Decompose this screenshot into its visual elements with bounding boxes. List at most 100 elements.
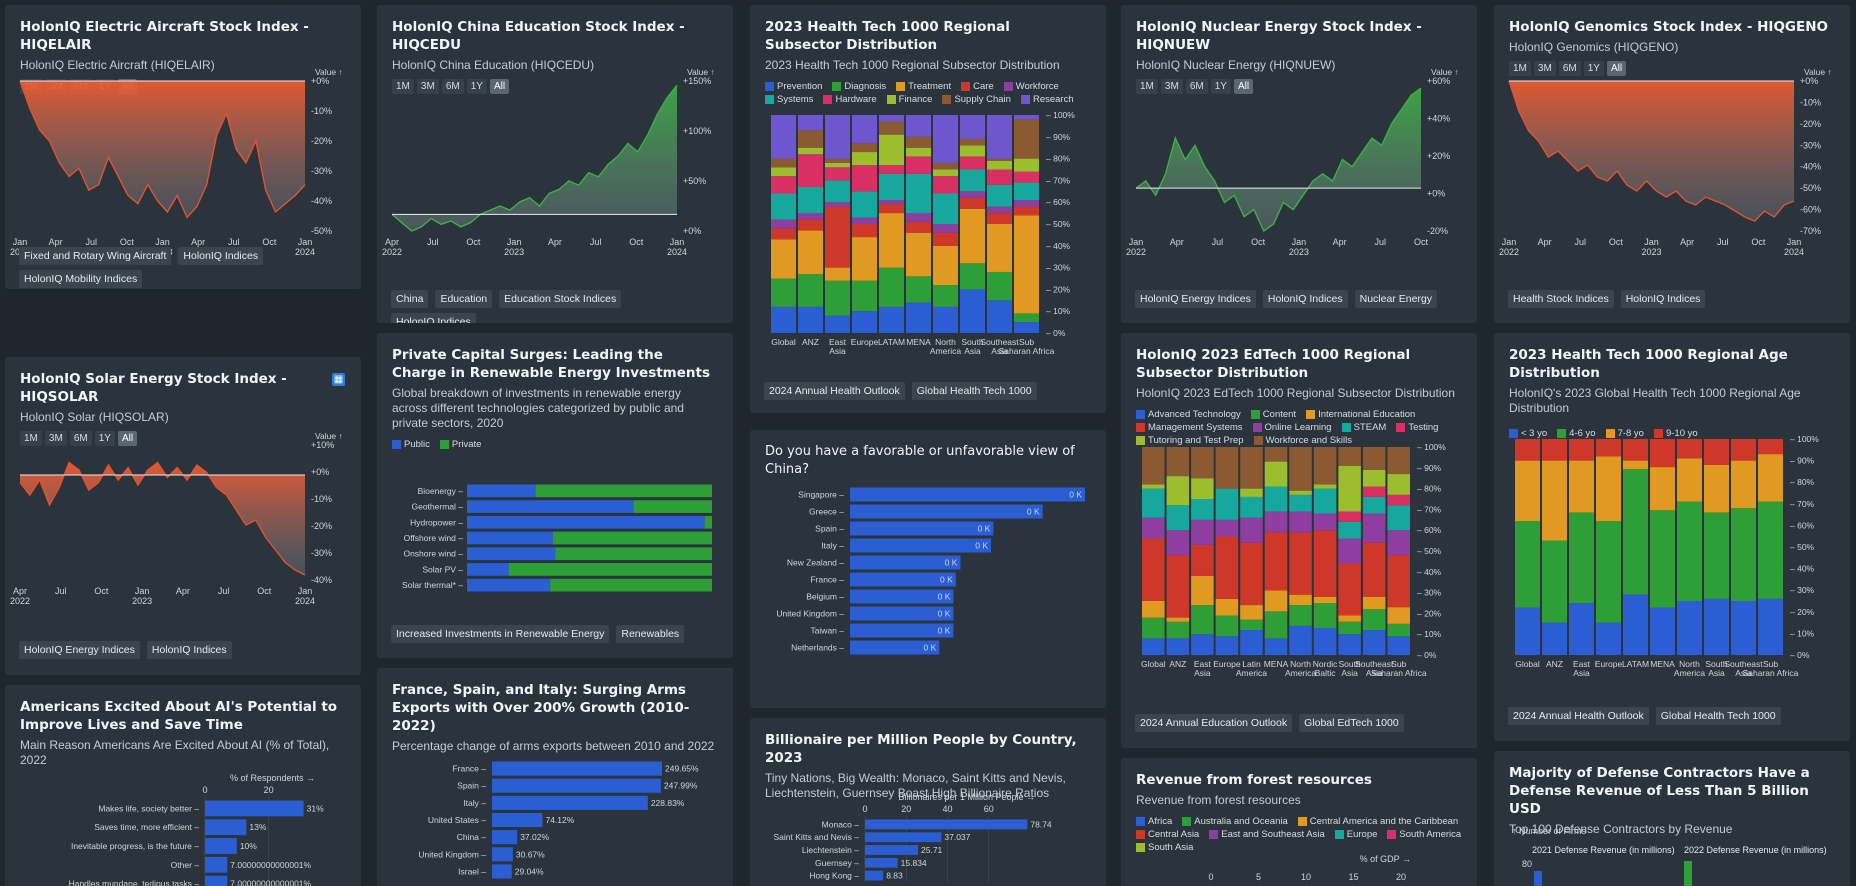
- legend-item[interactable]: East and Southeast Asia: [1209, 829, 1325, 840]
- tag[interactable]: Increased Investments in Renewable Energ…: [391, 625, 610, 643]
- range-all[interactable]: All: [1606, 61, 1627, 76]
- legend-item[interactable]: Finance: [886, 94, 932, 105]
- bar-segment: [1313, 627, 1337, 655]
- card-defense-contractors[interactable]: Majority of Defense Contractors Have a D…: [1494, 751, 1850, 886]
- legend-item[interactable]: Testing: [1396, 422, 1438, 433]
- tag[interactable]: Education: [435, 290, 493, 308]
- table-view-icon[interactable]: ▦: [332, 373, 345, 386]
- card-forest-revenue[interactable]: Revenue from forest resources Revenue fr…: [1121, 758, 1477, 886]
- tag[interactable]: Fixed and Rotary Wing Aircraft: [19, 247, 172, 265]
- tag[interactable]: Health Stock Indices: [1508, 290, 1614, 308]
- legend-item[interactable]: Workforce: [1003, 81, 1059, 92]
- range-1m[interactable]: 1M: [1509, 61, 1531, 76]
- tag[interactable]: 2024 Annual Education Outlook: [1135, 714, 1293, 732]
- legend-label: Testing: [1408, 422, 1439, 433]
- tag[interactable]: 2024 Annual Health Outlook: [764, 382, 905, 400]
- legend-item[interactable]: Management Systems: [1136, 422, 1243, 433]
- bar-segment: [825, 158, 850, 163]
- range-1y[interactable]: 1Y: [94, 431, 115, 446]
- range-3m[interactable]: 3M: [1160, 79, 1183, 94]
- range-3m[interactable]: 3M: [416, 79, 439, 94]
- legend-item[interactable]: Central Asia: [1136, 829, 1199, 840]
- legend-item[interactable]: Care: [961, 81, 994, 92]
- range-1m[interactable]: 1M: [1136, 79, 1158, 94]
- tag[interactable]: Renewables: [616, 625, 685, 643]
- legend-item[interactable]: Prevention: [765, 81, 822, 92]
- card-renewable-investments[interactable]: Private Capital Surges: Leading the Char…: [377, 333, 733, 658]
- legend-item[interactable]: Workforce and Skills: [1253, 435, 1352, 446]
- tag[interactable]: Nuclear Energy: [1354, 290, 1437, 308]
- range-1y[interactable]: 1Y: [1583, 61, 1604, 76]
- legend-item[interactable]: Content: [1250, 409, 1296, 420]
- legend-item[interactable]: Diagnosis: [832, 81, 886, 92]
- legend-item[interactable]: Supply Chain: [942, 94, 1011, 105]
- bar-segment: [1142, 488, 1165, 518]
- range-1y[interactable]: 1Y: [1210, 79, 1231, 94]
- x-tick-label: Oct: [466, 237, 481, 247]
- card-hiqsolar[interactable]: HolonIQ Solar Energy Stock Index - HIQSO…: [5, 357, 361, 675]
- legend-item[interactable]: Public: [392, 439, 430, 450]
- legend-item[interactable]: Systems: [765, 94, 813, 105]
- legend-item[interactable]: Tutoring and Test Prep: [1136, 435, 1244, 446]
- tag[interactable]: HolonIQ Indices: [1620, 290, 1706, 308]
- legend-item[interactable]: Research: [1020, 94, 1074, 105]
- legend-item[interactable]: Hardware: [823, 94, 877, 105]
- legend-item[interactable]: Private: [439, 439, 481, 450]
- card-ai-excitement[interactable]: Americans Excited About AI's Potential t…: [5, 685, 361, 886]
- range-all[interactable]: All: [117, 431, 138, 446]
- legend-item[interactable]: STEAM: [1341, 422, 1386, 433]
- tag[interactable]: Global Health Tech 1000: [911, 382, 1037, 400]
- tag[interactable]: Global EdTech 1000: [1299, 714, 1404, 732]
- card-arms-exports[interactable]: France, Spain, and Italy: Surging Arms E…: [377, 668, 733, 886]
- range-1m[interactable]: 1M: [392, 79, 414, 94]
- tag[interactable]: Global Health Tech 1000: [1655, 707, 1781, 725]
- range-6m[interactable]: 6M: [1185, 79, 1208, 94]
- card-edtech-subsector[interactable]: HolonIQ 2023 EdTech 1000 Regional Subsec…: [1121, 333, 1477, 748]
- legend-item[interactable]: Australia and Oceania: [1182, 816, 1288, 827]
- card-china-view[interactable]: Do you have a favorable or unfavorable v…: [750, 430, 1106, 708]
- legend-item[interactable]: Central America and the Caribbean: [1297, 816, 1458, 827]
- range-6m[interactable]: 6M: [69, 431, 92, 446]
- tag[interactable]: China: [391, 290, 429, 308]
- card-healthtech-subsector[interactable]: 2023 Health Tech 1000 Regional Subsector…: [750, 5, 1106, 413]
- range-6m[interactable]: 6M: [441, 79, 464, 94]
- range-1y[interactable]: 1Y: [466, 79, 487, 94]
- y-tick-label: -50%: [311, 226, 332, 236]
- legend-item[interactable]: International Education: [1306, 409, 1415, 420]
- bar-segment: [552, 531, 712, 545]
- x-tick-label: MENA: [1650, 659, 1675, 669]
- tag[interactable]: HolonIQ Indices: [178, 247, 264, 265]
- legend-item[interactable]: < 3 yo: [1509, 428, 1547, 439]
- tag[interactable]: 2024 Annual Health Outlook: [1508, 707, 1649, 725]
- card-hiqgeno[interactable]: HolonIQ Genomics Stock Index - HIQGENO H…: [1494, 5, 1850, 323]
- tag[interactable]: HolonIQ Indices: [391, 313, 476, 323]
- legend-item[interactable]: Africa: [1136, 816, 1172, 827]
- legend-item[interactable]: Treatment: [896, 81, 951, 92]
- card-billionaires[interactable]: Billionaire per Million People by Countr…: [750, 718, 1106, 886]
- legend-item[interactable]: South Asia: [1136, 842, 1193, 853]
- legend-item[interactable]: Online Learning: [1252, 422, 1332, 433]
- tag[interactable]: HolonIQ Energy Indices: [19, 641, 140, 659]
- legend-item[interactable]: 4-6 yo: [1557, 428, 1596, 439]
- tag[interactable]: HolonIQ Mobility Indices: [19, 270, 143, 288]
- card-healthtech-age[interactable]: 2023 Health Tech 1000 Regional Age Distr…: [1494, 333, 1850, 741]
- legend-item[interactable]: 7-8 yo: [1605, 428, 1644, 439]
- range-3m[interactable]: 3M: [44, 431, 67, 446]
- tag[interactable]: Education Stock Indices: [499, 290, 622, 308]
- tag[interactable]: HolonIQ Indices: [146, 641, 232, 659]
- range-6m[interactable]: 6M: [1558, 61, 1581, 76]
- card-hiqelair[interactable]: HolonIQ Electric Aircraft Stock Index - …: [5, 5, 361, 289]
- range-all[interactable]: All: [489, 79, 510, 94]
- legend-item[interactable]: Europe: [1334, 829, 1377, 840]
- card-hiqnuew[interactable]: HolonIQ Nuclear Energy Stock Index - HIQ…: [1121, 5, 1477, 323]
- range-all[interactable]: All: [1233, 79, 1254, 94]
- range-1m[interactable]: 1M: [20, 431, 42, 446]
- card-hiqcedu[interactable]: HolonIQ China Education Stock Index - HI…: [377, 5, 733, 323]
- legend-item[interactable]: 9-10 yo: [1653, 428, 1698, 439]
- tag[interactable]: HolonIQ Energy Indices: [1135, 290, 1256, 308]
- bar-segment: [906, 276, 931, 303]
- legend-item[interactable]: South America: [1387, 829, 1461, 840]
- legend-item[interactable]: Advanced Technology: [1136, 409, 1241, 420]
- range-3m[interactable]: 3M: [1533, 61, 1556, 76]
- tag[interactable]: HolonIQ Indices: [1262, 290, 1348, 308]
